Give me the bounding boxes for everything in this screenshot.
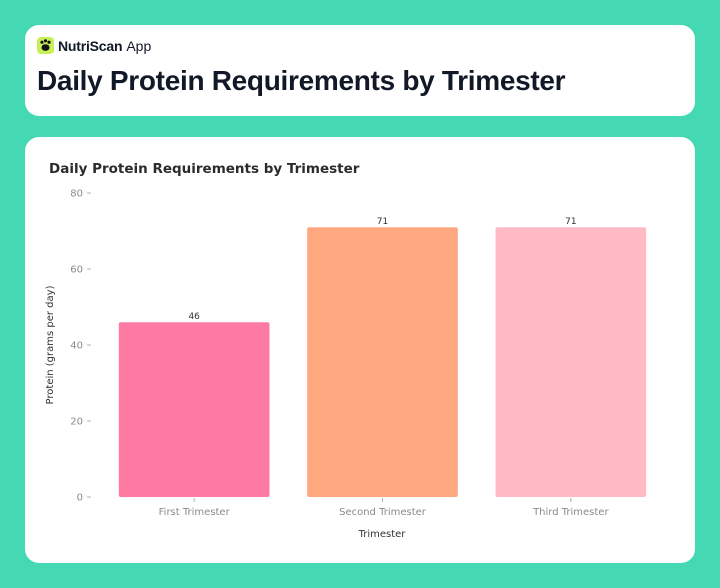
y-tick-label: 20	[70, 417, 83, 428]
bar	[495, 227, 647, 497]
header-card: NutriScan App Daily Protein Requirements…	[25, 25, 695, 116]
brand-suffix: App	[126, 37, 152, 54]
bar-value-label: 71	[377, 217, 388, 227]
brand-name: NutriScan	[58, 37, 123, 54]
y-tick-label: 80	[70, 189, 83, 200]
y-tick-label: 0	[77, 493, 83, 504]
y-tick-label: 40	[70, 341, 83, 352]
y-axis: 0 20 40 60 80	[70, 189, 91, 504]
bar-value-label: 46	[188, 312, 200, 322]
y-tick-label: 60	[70, 265, 83, 276]
page-title: Daily Protein Requirements by Trimester	[37, 65, 566, 96]
x-tick-label: Third Trimester	[532, 507, 609, 518]
bar-value-label: 71	[565, 217, 576, 227]
bars: 46 71 71	[118, 217, 647, 497]
paw-icon	[37, 37, 54, 54]
brand: NutriScan App	[37, 37, 151, 54]
y-axis-label: Protein (grams per day)	[45, 285, 56, 404]
x-axis-label: Trimester	[358, 529, 407, 540]
x-tick-label: First Trimester	[159, 507, 231, 518]
bar-chart: Daily Protein Requirements by Trimester …	[45, 161, 647, 540]
bar	[307, 227, 458, 497]
chart-title: Daily Protein Requirements by Trimester	[49, 161, 360, 177]
x-axis: First Trimester Second Trimester Third Tri…	[159, 498, 609, 518]
x-tick-label: Second Trimester	[339, 507, 427, 518]
bar	[118, 322, 270, 497]
chart-card: Daily Protein Requirements by Trimester …	[25, 137, 695, 563]
